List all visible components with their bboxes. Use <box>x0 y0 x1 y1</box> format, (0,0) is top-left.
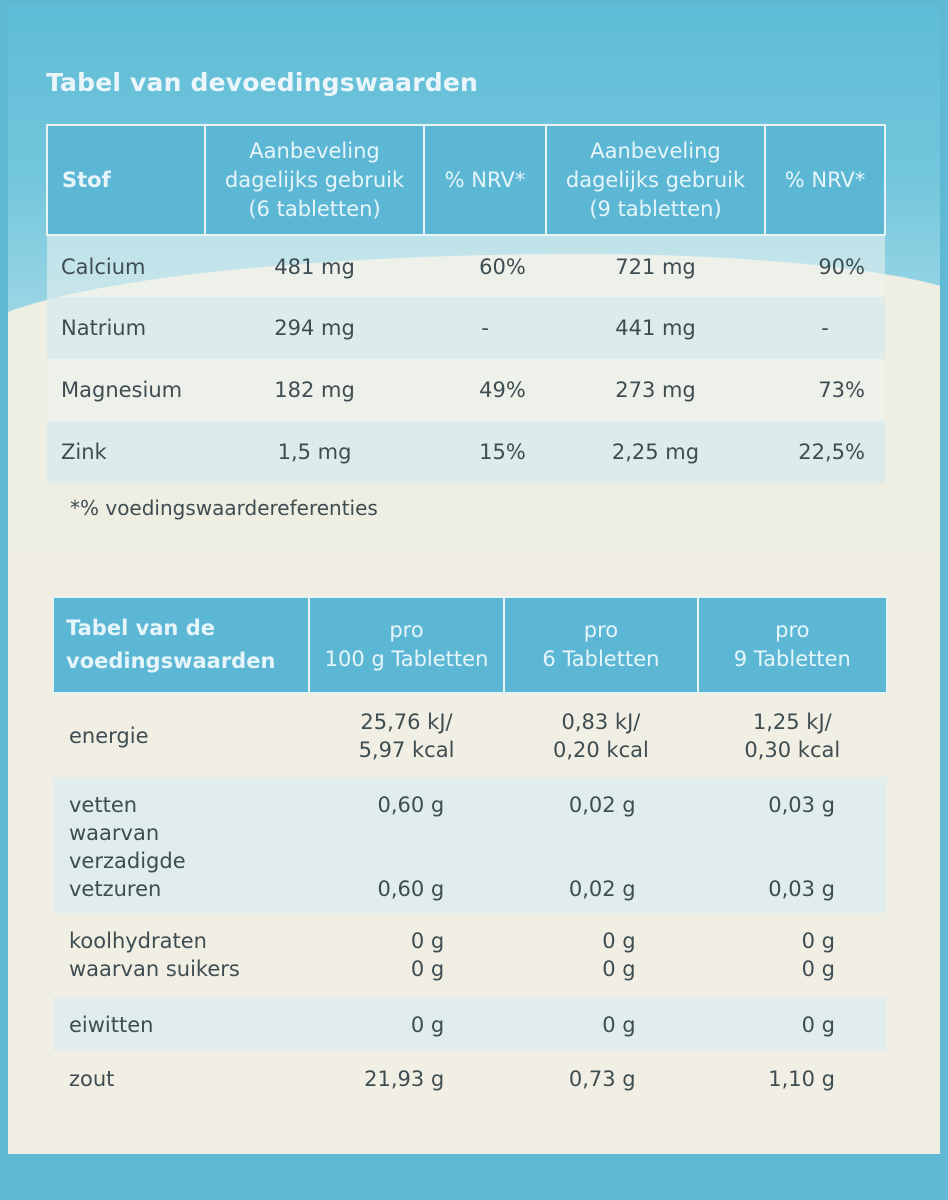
page-title: Tabel van devoedingswaarden <box>46 68 479 97</box>
nrv-footnote: *% voedingswaardereferenties <box>70 496 378 520</box>
energie-100g: 25,76 kJ/ 5,97 kcal <box>358 710 455 762</box>
table-row-vetten: vetten waarvan verzadigde vetzuren 0,60 … <box>53 777 887 913</box>
amount-9: 441 mg <box>545 297 766 359</box>
header-per-100g: pro 100 g Tabletten <box>307 596 506 694</box>
table-row-energie: energie 25,76 kJ/ 5,97 kcal 0,83 kJ/ 0,2… <box>53 693 887 777</box>
blue-bottom-strip <box>8 1154 940 1194</box>
koolhydraten-9: 0 g 0 g <box>801 929 835 981</box>
header-aanbeveling-9: Aanbeveling dagelijks gebruik (9 tablett… <box>544 124 767 236</box>
energie-9: 1,25 kJ/ 0,30 kcal <box>744 710 841 762</box>
amount-6: 481 mg <box>204 235 425 297</box>
table-row-zout: zout 21,93 g 0,73 g 1,10 g <box>53 1051 887 1109</box>
nutrient-name: Natrium <box>47 297 205 359</box>
vetten-100g: 0,60 g 0,60 g <box>308 777 505 913</box>
nrv-6: 15% <box>424 421 546 483</box>
nrv-6: 49% <box>424 359 546 421</box>
header-aanbeveling-6: Aanbeveling dagelijks gebruik (6 tablett… <box>203 124 426 236</box>
row-label: energie <box>69 724 149 748</box>
zout-9: 1,10 g <box>768 1067 835 1091</box>
nrv-9: - <box>765 297 885 359</box>
koolhydraten-6: 0 g 0 g <box>602 929 636 981</box>
energie-6: 0,83 kJ/ 0,20 kcal <box>552 710 649 762</box>
zout-100g: 21,93 g <box>364 1067 445 1091</box>
amount-6: 1,5 mg <box>204 421 425 483</box>
eiwitten-9: 0 g <box>697 997 887 1051</box>
zout-6: 0,73 g <box>568 1067 636 1091</box>
nrv-9: 90% <box>765 235 885 297</box>
nrv-6: - <box>424 297 546 359</box>
amount-9: 721 mg <box>545 235 766 297</box>
table-row-koolhydraten: koolhydraten waarvan suikers 0 g 0 g 0 g… <box>53 913 887 997</box>
nutrient-name: Calcium <box>47 235 205 297</box>
header-nrv-6: % NRV* <box>423 124 547 236</box>
eiwitten-6: 0 g <box>504 997 698 1051</box>
amount-6: 294 mg <box>204 297 425 359</box>
nutrient-name: Zink <box>47 421 205 483</box>
nrv-9: 22,5% <box>765 421 885 483</box>
table-row: Calcium 481 mg 60% 721 mg 90% <box>47 235 885 297</box>
nrv-header-row: Stof Aanbeveling dagelijks gebruik (6 ta… <box>46 124 886 236</box>
amount-9: 2,25 mg <box>545 421 766 483</box>
header-stof: Stof <box>46 124 206 236</box>
row-label: koolhydraten waarvan suikers <box>69 929 240 981</box>
nutrition-header-row: Tabel van de voedingswaarden pro 100 g T… <box>52 596 889 694</box>
table-row: Zink 1,5 mg 15% 2,25 mg 22,5% <box>47 421 885 483</box>
koolhydraten-100g: 0 g 0 g <box>410 929 445 981</box>
header-per-9: pro 9 Tabletten <box>696 596 889 694</box>
table-row: Natrium 294 mg - 441 mg - <box>47 297 885 359</box>
nrv-6: 60% <box>424 235 546 297</box>
vetten-9: 0,03 g 0,03 g <box>697 777 887 913</box>
nrv-9: 73% <box>765 359 885 421</box>
table-row-eiwitten: eiwitten 0 g 0 g 0 g <box>53 997 887 1051</box>
table-row: Magnesium 182 mg 49% 273 mg 73% <box>47 359 885 421</box>
header-label: Tabel van de voedingswaarden <box>52 596 310 694</box>
amount-6: 182 mg <box>204 359 425 421</box>
amount-9: 273 mg <box>545 359 766 421</box>
header-per-6: pro 6 Tabletten <box>503 596 699 694</box>
nrv-table: Stof Aanbeveling dagelijks gebruik (6 ta… <box>46 124 886 483</box>
row-label: vetten waarvan verzadigde vetzuren <box>53 777 309 913</box>
vetten-6: 0,02 g 0,02 g <box>504 777 698 913</box>
eiwitten-100g: 0 g <box>308 997 505 1051</box>
header-nrv-9: % NRV* <box>764 124 886 236</box>
nutrition-table: Tabel van de voedingswaarden pro 100 g T… <box>52 596 889 1109</box>
row-label: eiwitten <box>53 997 309 1051</box>
nutrient-name: Magnesium <box>47 359 205 421</box>
row-label: zout <box>69 1067 115 1091</box>
